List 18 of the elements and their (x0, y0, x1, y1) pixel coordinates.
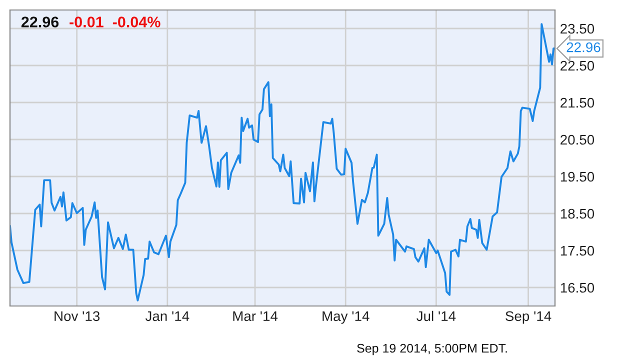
x-tick-label: Nov '13 (54, 311, 100, 322)
chart-subtitle: -0.01 -0.04% (70, 16, 160, 28)
y-tick-label: 20.50 (560, 134, 594, 145)
y-tick-label: 23.50 (560, 24, 594, 34)
y-tick-label: 22.50 (560, 60, 594, 71)
text: Sep 19 2014, 5:00PM EDT. (357, 344, 507, 356)
x-tick-label: Mar '14 (233, 311, 278, 322)
x-tick-label: Jul '14 (416, 310, 456, 322)
x-tick-label: May '14 (322, 311, 370, 324)
chart-title: 22.96 (21, 16, 59, 28)
y-tick-label: 19.50 (560, 172, 594, 182)
y-tick-label: 16.50 (560, 282, 594, 293)
annotation: 22.96 (566, 42, 600, 52)
x-tick-label: Jan '14 (145, 311, 190, 322)
y-tick-label: 21.50 (560, 98, 594, 108)
y-tick-label: 18.50 (560, 208, 594, 219)
x-tick-label: Sep '14 (506, 311, 552, 324)
y-tick-label: 17.50 (560, 246, 594, 256)
